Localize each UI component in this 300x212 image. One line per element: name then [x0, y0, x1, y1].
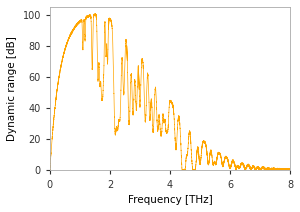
- X-axis label: Frequency [THz]: Frequency [THz]: [128, 195, 212, 205]
- Y-axis label: Dynamic range [dB]: Dynamic range [dB]: [7, 36, 17, 141]
